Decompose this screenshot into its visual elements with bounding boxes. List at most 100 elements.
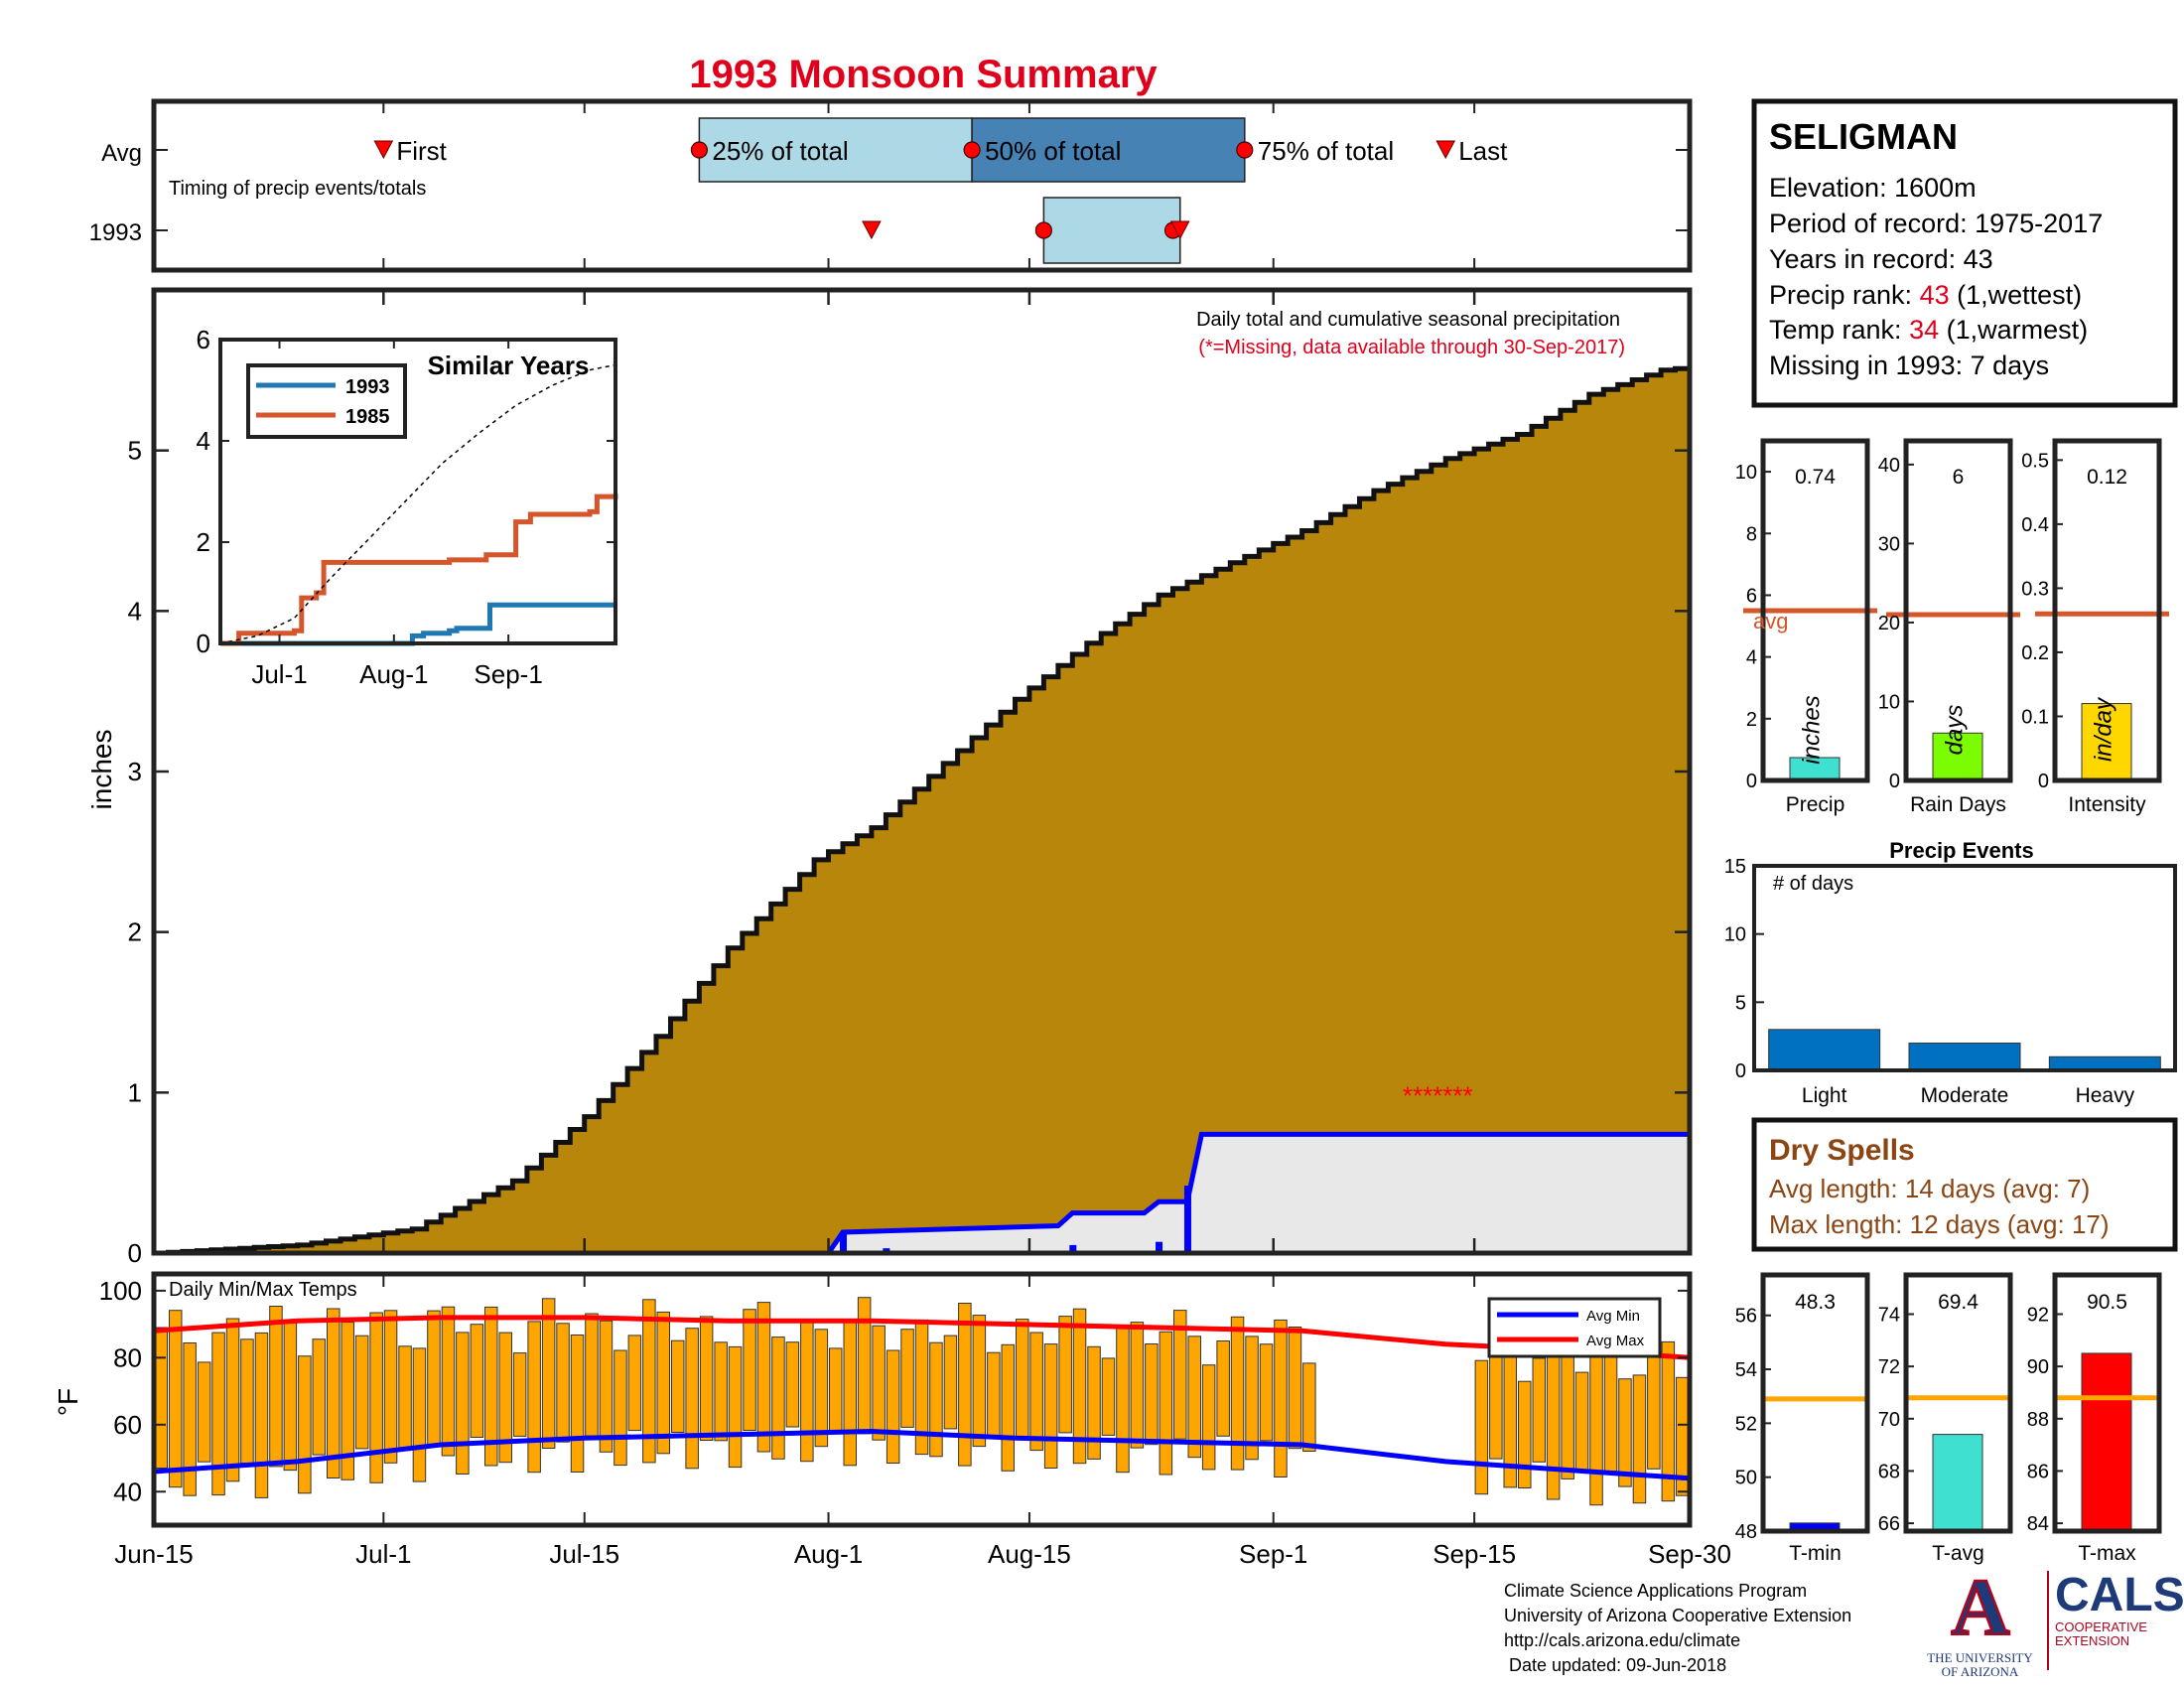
daily-temp-bar xyxy=(656,1311,670,1455)
daily-temp-bar xyxy=(1245,1336,1259,1461)
temp-y-tick-label: 80 xyxy=(113,1342,142,1372)
temp-stat-panels: 48 50 52 54 56 48.3 T-min 66 68 70 72 74 69.4 T-avg 84… xyxy=(1735,1272,2162,1565)
daily-temp-bar xyxy=(1201,1364,1216,1471)
station-info-box: SELIGMAN Elevation: 1600m Period of reco… xyxy=(1751,98,2178,408)
precip-avg-label: avg xyxy=(1753,609,1788,633)
daily-temp-bar xyxy=(470,1324,484,1438)
temps-chart: Daily Min/Max Temps °F 40 60 80 100 Avg Min… xyxy=(53,1271,1693,1528)
daily-temp-bar xyxy=(829,1347,843,1432)
cals-logo: CALS COOPERATIVE EXTENSION xyxy=(2055,1571,2184,1648)
events-title: Precip Events xyxy=(1889,838,2034,863)
inset-x-tick-label: Jul-1 xyxy=(251,659,307,689)
daily-temp-bar xyxy=(269,1306,283,1468)
daily-temp-bar xyxy=(441,1306,456,1457)
daily-temp-bar xyxy=(972,1315,987,1448)
station-elevation: Elevation: 1600m xyxy=(1769,173,1977,203)
inset-y-tick-label: 0 xyxy=(197,629,210,658)
timing-q75-label: 75% of total xyxy=(1258,136,1394,166)
daily-temp-bar xyxy=(1216,1340,1230,1437)
tavg-tick-label: 70 xyxy=(1878,1409,1900,1431)
daily-temp-bar xyxy=(1001,1343,1015,1472)
avg-min-line xyxy=(153,1428,1691,1481)
daily-temp-bar xyxy=(1603,1349,1618,1473)
figure-title: 1993 Monsoon Summary xyxy=(689,53,1158,96)
daily-temp-bar xyxy=(900,1329,914,1428)
daily-temp-bar xyxy=(685,1328,699,1470)
avg-q25-marker xyxy=(690,141,709,159)
daily-temp-bar xyxy=(886,1349,900,1464)
events-tick-label: 0 xyxy=(1735,1060,1746,1082)
inset-title: Similar Years xyxy=(428,351,590,380)
tmin-label: T-min xyxy=(1789,1542,1842,1565)
precip-chart: ******* Daily total and cumulative seaso… xyxy=(86,287,1731,1569)
daily-precip-bar xyxy=(1183,1186,1191,1253)
daily-temp-bar xyxy=(183,1342,197,1496)
daily-temp-bar xyxy=(527,1321,541,1474)
temp-panel-tmin: 48 50 52 54 56 48.3 T-min xyxy=(1735,1272,1870,1565)
legend-avg-min-label: Avg Min xyxy=(1586,1308,1640,1325)
temp-y-tick-label: 40 xyxy=(113,1477,142,1506)
temps-ylabel: °F xyxy=(53,1388,83,1416)
station-name: SELIGMAN xyxy=(1769,116,1958,157)
avg-first-marker xyxy=(373,140,394,160)
tmin-tick-label: 50 xyxy=(1735,1468,1757,1489)
avg-q75-marker xyxy=(1236,141,1254,159)
daily-temp-bar xyxy=(585,1313,599,1437)
daily-temp-bar xyxy=(987,1351,1001,1439)
tmax-label: T-max xyxy=(2078,1542,2136,1565)
daily-temp-bar xyxy=(484,1306,498,1467)
tmin-tick-label: 48 xyxy=(1735,1521,1757,1543)
daily-temp-bar xyxy=(1561,1347,1574,1479)
station-period: Period of record: 1975-2017 xyxy=(1769,209,2103,238)
daily-temp-bar xyxy=(1159,1331,1173,1476)
events-tick-label: 10 xyxy=(1724,924,1746,946)
intensity-tick-label: 0.4 xyxy=(2021,514,2049,536)
cumulative-1993-line xyxy=(154,1131,1690,1256)
precip-unit: inches xyxy=(1799,695,1826,764)
station-frame xyxy=(1751,98,2178,408)
daily-temp-bar xyxy=(814,1329,829,1448)
tmax-frame xyxy=(2052,1272,2162,1534)
tavg-tick-label: 72 xyxy=(1878,1356,1900,1378)
daily-temp-bar xyxy=(154,1327,168,1469)
daily-temp-bar xyxy=(929,1341,943,1458)
timing-first-label: First xyxy=(396,136,447,166)
y1993-q25-q75-box xyxy=(1042,197,1181,264)
x-tick-label: Aug-15 xyxy=(988,1539,1071,1569)
events-ylabel: # of days xyxy=(1773,873,1853,895)
cumulative-avg-outline xyxy=(154,365,1693,1256)
temp-panel-tmax: 84 86 88 90 92 90.5 T-max xyxy=(2027,1272,2162,1565)
daily-temp-bar xyxy=(1618,1378,1632,1487)
temps-label: Daily Min/Max Temps xyxy=(169,1279,357,1301)
station-missing: Missing in 1993: 7 days xyxy=(1769,351,2049,380)
tavg-label: T-avg xyxy=(1932,1542,1984,1565)
tmax-bar xyxy=(2081,1352,2132,1532)
tmin-tick-label: 56 xyxy=(1735,1306,1757,1328)
1993-q25-marker xyxy=(1034,221,1052,239)
tavg-value: 69.4 xyxy=(1938,1291,1979,1314)
daily-temp-bar xyxy=(1302,1362,1316,1453)
events-frame xyxy=(1752,864,2177,1072)
rain-label: Rain Days xyxy=(1910,793,2006,816)
intensity-unit: in/day xyxy=(2091,696,2117,762)
daily-temp-bar xyxy=(298,1355,312,1494)
footer-line-3: http://cals.arizona.edu/climate xyxy=(1504,1630,1741,1650)
timing-q25-label: 25% of total xyxy=(712,136,848,166)
rain-bar xyxy=(1932,732,1983,781)
timing-caption: Timing of precip events/totals xyxy=(169,178,426,200)
daily-temp-bar xyxy=(1288,1327,1302,1450)
x-tick-label: Aug-1 xyxy=(794,1539,863,1569)
daily-temp-bar xyxy=(1489,1339,1503,1460)
rain-tick-label: 40 xyxy=(1878,455,1900,477)
tmin-tick-label: 52 xyxy=(1735,1413,1757,1435)
events-tick-label: 15 xyxy=(1724,856,1746,878)
tmax-value: 90.5 xyxy=(2087,1291,2127,1314)
temp-panel-tavg: 66 68 70 72 74 69.4 T-avg xyxy=(1878,1272,2013,1565)
daily-temp-bar xyxy=(943,1335,958,1430)
daily-temp-bar xyxy=(283,1322,298,1472)
events-bar-heavy xyxy=(2048,1055,2161,1071)
station-precip-rank: Precip rank: 43 (1,wettest) xyxy=(1769,280,2082,310)
footer-line-1: Climate Science Applications Program xyxy=(1504,1581,1808,1601)
ua-line-2: OF ARIZONA xyxy=(1941,1664,2019,1679)
